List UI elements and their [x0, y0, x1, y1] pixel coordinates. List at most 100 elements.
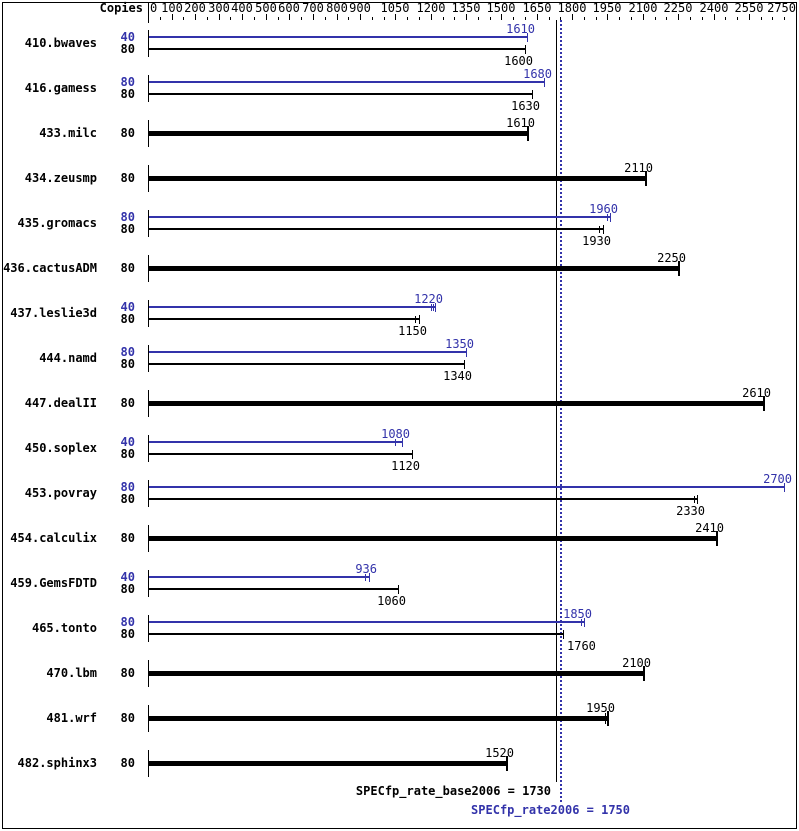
copies-value: 80	[120, 42, 135, 56]
base-bar	[149, 716, 607, 721]
axis-major-tick	[607, 14, 608, 20]
peak-bar	[149, 216, 610, 218]
bar-end-cap	[607, 711, 609, 726]
copies-value: 40	[120, 30, 135, 44]
copies-value: 80	[120, 210, 135, 224]
axis-minor-tick	[490, 17, 491, 20]
benchmark-label: 454.calculix	[10, 531, 97, 545]
bar-end-cap	[527, 126, 529, 141]
copies-value: 80	[120, 627, 135, 641]
group-axis-segment	[148, 30, 149, 57]
axis-minor-tick	[207, 17, 208, 20]
copies-value: 80	[120, 615, 135, 629]
bar-end-cap	[763, 396, 765, 411]
axis-minor-tick	[454, 17, 455, 20]
axis-minor-tick	[419, 17, 420, 20]
run-tick	[365, 574, 366, 581]
benchmark-label: 410.bwaves	[24, 36, 97, 50]
value-label: 1340	[443, 369, 472, 383]
copies-value: 80	[120, 345, 135, 359]
axis-tick-label: 200	[184, 1, 206, 15]
axis-major-tick	[431, 14, 432, 20]
axis-minor-tick	[348, 17, 349, 20]
bar-end-cap	[466, 348, 467, 357]
axis-tick-label: 300	[208, 1, 230, 15]
axis-minor-tick	[230, 17, 231, 20]
value-label: 1520	[485, 746, 514, 760]
value-label: 1120	[391, 459, 420, 473]
base-bar	[149, 176, 645, 181]
peak-bar	[149, 486, 784, 488]
axis-major-tick	[360, 14, 361, 20]
benchmark-label: 465.tonto	[31, 621, 97, 635]
group-axis-segment	[148, 120, 149, 147]
axis-tick-label: 800	[326, 1, 348, 15]
value-label: 1680	[523, 67, 552, 81]
axis-minor-tick	[513, 17, 514, 20]
axis-minor-tick	[560, 17, 561, 20]
axis-minor-tick	[772, 17, 773, 20]
axis-tick-label: 1800	[557, 1, 587, 15]
bar-end-cap	[398, 585, 399, 594]
benchmark-label: 450.soplex	[24, 441, 97, 455]
run-tick	[433, 304, 434, 311]
base-bar	[149, 318, 419, 320]
copies-header: Copies	[99, 1, 143, 15]
axis-major-tick	[501, 14, 502, 20]
bar-end-cap	[784, 483, 785, 492]
run-tick	[395, 439, 396, 446]
value-label: 1630	[511, 99, 540, 113]
base-bar	[149, 48, 525, 50]
group-axis-segment	[148, 615, 149, 642]
value-label: 1930	[582, 234, 611, 248]
reference-line-peak	[560, 20, 562, 802]
axis-major-tick	[337, 14, 338, 20]
value-label: 2250	[657, 251, 686, 265]
value-label: 1760	[567, 639, 596, 653]
bar-end-cap	[464, 360, 465, 369]
group-axis-segment	[148, 345, 149, 372]
base-bar	[149, 266, 678, 271]
copies-value: 40	[120, 300, 135, 314]
axis-minor-tick	[725, 17, 726, 20]
group-axis-segment	[148, 525, 149, 552]
value-label: 1150	[398, 324, 427, 338]
group-axis-segment	[148, 750, 149, 777]
bar-end-cap	[603, 225, 604, 234]
run-tick	[607, 214, 608, 221]
benchmark-label: 416.gamess	[24, 81, 97, 95]
axis-tick-label: 2100	[628, 1, 658, 15]
axis-minor-tick	[619, 17, 620, 20]
axis-minor-tick	[666, 17, 667, 20]
run-tick	[415, 316, 416, 323]
value-label: 2110	[624, 161, 653, 175]
bar-end-cap	[506, 756, 508, 771]
axis-major-tick	[395, 14, 396, 20]
bar-end-cap	[697, 495, 698, 504]
axis-tick-label: 0	[150, 1, 158, 15]
run-tick	[694, 496, 695, 503]
value-label: 1080	[381, 427, 410, 441]
peak-bar	[149, 576, 369, 578]
axis-tick-label: 1200	[416, 1, 446, 15]
benchmark-label: 436.cactusADM	[3, 261, 97, 275]
copies-value: 80	[120, 261, 135, 275]
axis-minor-tick	[407, 17, 408, 20]
group-axis-segment	[148, 75, 149, 102]
bar-end-cap	[527, 33, 528, 42]
benchmark-label: 481.wrf	[46, 711, 97, 725]
copies-value: 80	[120, 312, 135, 326]
base-bar	[149, 633, 563, 635]
value-label: 1350	[445, 337, 474, 351]
copies-value: 80	[120, 711, 135, 725]
base-bar	[149, 228, 603, 230]
value-label: 2100	[622, 656, 651, 670]
group-axis-segment	[148, 390, 149, 417]
base-bar	[149, 536, 716, 541]
axis-major-tick	[796, 14, 797, 20]
copies-value: 40	[120, 570, 135, 584]
copies-value: 80	[120, 756, 135, 770]
bar-end-cap	[532, 90, 533, 99]
